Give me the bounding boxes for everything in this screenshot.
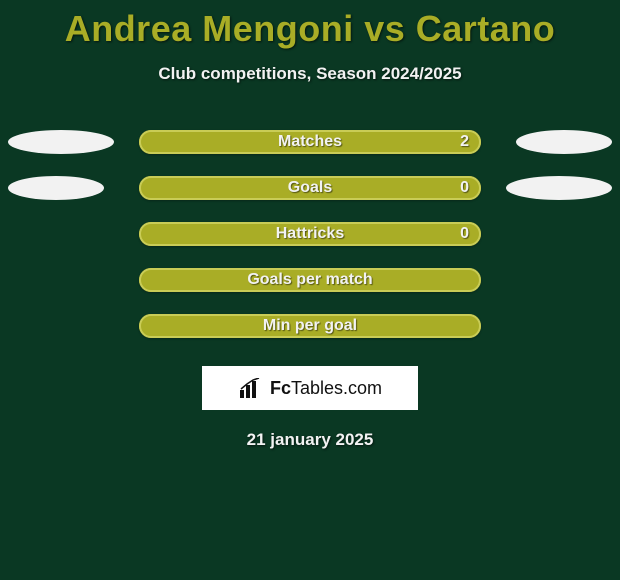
stat-row: Min per goal [0,314,620,338]
stat-value: 2 [460,133,469,151]
right-ellipse [516,130,612,154]
logo-prefix: Fc [270,378,291,398]
stat-label: Min per goal [263,317,357,335]
stat-bar: Hattricks 0 [139,222,481,246]
stat-row: Matches 2 [0,130,620,154]
stat-label: Hattricks [276,225,344,243]
left-ellipse [8,176,104,200]
stat-label: Matches [278,133,342,151]
logo-suffix: Tables.com [291,378,382,398]
stat-bar: Goals 0 [139,176,481,200]
logo-text: FcTables.com [270,378,382,399]
right-ellipse [506,176,612,200]
stat-value: 0 [460,225,469,243]
comparison-infographic: Andrea Mengoni vs Cartano Club competiti… [0,0,620,580]
stat-row: Goals per match [0,268,620,292]
stat-label: Goals per match [247,271,372,289]
stat-row: Hattricks 0 [0,222,620,246]
left-ellipse [8,130,114,154]
logo-box: FcTables.com [202,366,418,410]
stat-row: Goals 0 [0,176,620,200]
stat-bar: Matches 2 [139,130,481,154]
stat-bar: Min per goal [139,314,481,338]
subtitle: Club competitions, Season 2024/2025 [158,64,461,84]
stat-label: Goals [288,179,332,197]
stats-list: Matches 2 Goals 0 Hattricks 0 Goals per match M… [0,130,620,360]
stat-bar: Goals per match [139,268,481,292]
page-title: Andrea Mengoni vs Cartano [65,8,556,50]
stat-value: 0 [460,179,469,197]
date-label: 21 january 2025 [247,430,374,450]
site-logo: FcTables.com [238,378,382,399]
bars-icon [238,378,264,398]
